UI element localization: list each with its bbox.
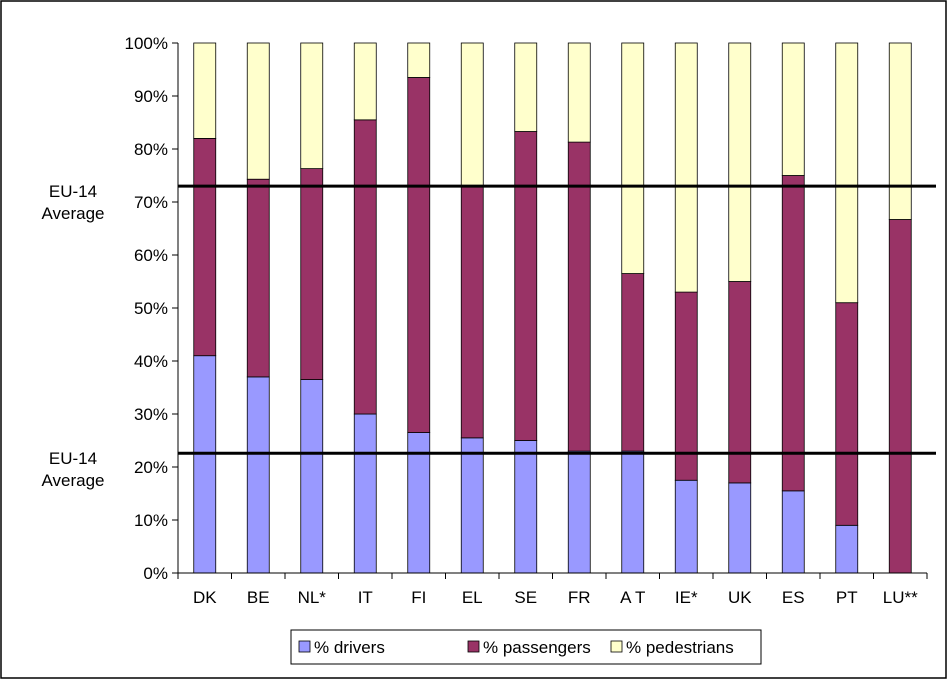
bar-segment-pedestrians xyxy=(300,42,324,170)
legend-swatch-drivers xyxy=(298,640,311,653)
legend-label-pedestrians: % pedestrians xyxy=(626,638,734,657)
x-category-label: FI xyxy=(411,588,426,607)
bar-segment-drivers xyxy=(674,479,698,574)
legend-swatch-pedestrians xyxy=(610,640,623,653)
legend-swatch-passengers xyxy=(467,640,480,653)
bar-segment-pedestrians xyxy=(193,42,217,139)
x-axis: DK BE NL* IT FI EL SE FR A T IE* UK ES PT LU** xyxy=(177,572,928,607)
bar-segment-drivers xyxy=(835,524,859,574)
bar-segment-drivers xyxy=(567,450,591,574)
bar-segment-drivers xyxy=(300,379,324,574)
x-category-label: PT xyxy=(836,588,858,607)
bars-group xyxy=(193,42,912,574)
x-category-label: ES xyxy=(782,588,805,607)
y-tick-label: 70% xyxy=(134,193,168,212)
bar-segment-passengers xyxy=(567,141,591,452)
reference-lines: EU-14 Average EU-14 Average xyxy=(41,182,936,490)
x-category-label: BE xyxy=(247,588,270,607)
bar-segment-pedestrians xyxy=(728,42,752,282)
y-tick-label: 90% xyxy=(134,87,168,106)
x-category-label: LU** xyxy=(883,588,918,607)
bar-segment-pedestrians xyxy=(514,42,538,132)
x-category-label: DK xyxy=(193,588,217,607)
bar-segment-drivers xyxy=(728,482,752,574)
bar-segment-passengers xyxy=(781,175,805,492)
legend: % drivers % passengers % pedestrians xyxy=(290,629,762,665)
bar-segment-passengers xyxy=(353,119,377,415)
bar-segment-passengers xyxy=(407,77,431,433)
bar-segment-drivers xyxy=(781,490,805,574)
bar-segment-drivers xyxy=(193,355,217,574)
y-tick-label: 80% xyxy=(134,140,168,159)
bar-segment-pedestrians xyxy=(674,42,698,293)
bar-segment-drivers xyxy=(460,437,484,574)
y-tick-label: 10% xyxy=(134,511,168,530)
eu14-average-label-line1: EU-14 xyxy=(49,449,97,468)
legend-label-drivers: % drivers xyxy=(314,638,385,657)
y-tick-label: 50% xyxy=(134,299,168,318)
legend-box xyxy=(290,629,762,665)
bar-segment-drivers xyxy=(246,376,270,574)
x-category-label: FR xyxy=(568,588,591,607)
bar-segment-pedestrians xyxy=(407,42,431,78)
y-tick-label: 40% xyxy=(134,352,168,371)
eu14-average-label-line1: EU-14 xyxy=(49,182,97,201)
bar-segment-pedestrians xyxy=(621,42,645,274)
y-axis: 0% 10% 20% 30% 40% 50% 60% 70% 80% 90% 100% xyxy=(125,34,179,583)
legend-label-passengers: % passengers xyxy=(483,638,591,657)
bar-segment-passengers xyxy=(193,137,217,357)
bar-segment-passengers xyxy=(835,302,859,526)
bar-segment-pedestrians xyxy=(567,42,591,143)
x-category-label: NL* xyxy=(298,588,327,607)
y-tick-label: 30% xyxy=(134,405,168,424)
bar-segment-passengers xyxy=(888,219,912,574)
bar-segment-passengers xyxy=(460,185,484,439)
bar-segment-pedestrians xyxy=(781,42,805,176)
bar-segment-passengers xyxy=(621,273,645,452)
x-category-label: UK xyxy=(728,588,752,607)
bar-segment-passengers xyxy=(300,168,324,380)
x-category-label: EL xyxy=(462,588,483,607)
bar-segment-pedestrians xyxy=(353,42,377,121)
bar-segment-drivers xyxy=(514,440,538,574)
y-tick-label: 20% xyxy=(134,458,168,477)
x-category-label: A T xyxy=(620,588,645,607)
x-category-label: IE* xyxy=(675,588,698,607)
y-tick-label: 100% xyxy=(125,34,168,53)
bar-segment-pedestrians xyxy=(460,42,484,187)
bar-segment-passengers xyxy=(514,131,538,441)
x-category-label: IT xyxy=(358,588,373,607)
x-category-label: SE xyxy=(514,588,537,607)
bar-segment-pedestrians xyxy=(246,42,270,180)
bar-segment-pedestrians xyxy=(888,42,912,220)
bar-segment-drivers xyxy=(353,413,377,574)
y-tick-label: 0% xyxy=(143,564,168,583)
eu14-average-label-line2: Average xyxy=(41,204,104,223)
eu14-average-label-line2: Average xyxy=(41,471,104,490)
bar-segment-passengers xyxy=(246,178,270,378)
bar-segment-drivers xyxy=(621,450,645,574)
bar-segment-pedestrians xyxy=(835,42,859,304)
y-tick-label: 60% xyxy=(134,246,168,265)
